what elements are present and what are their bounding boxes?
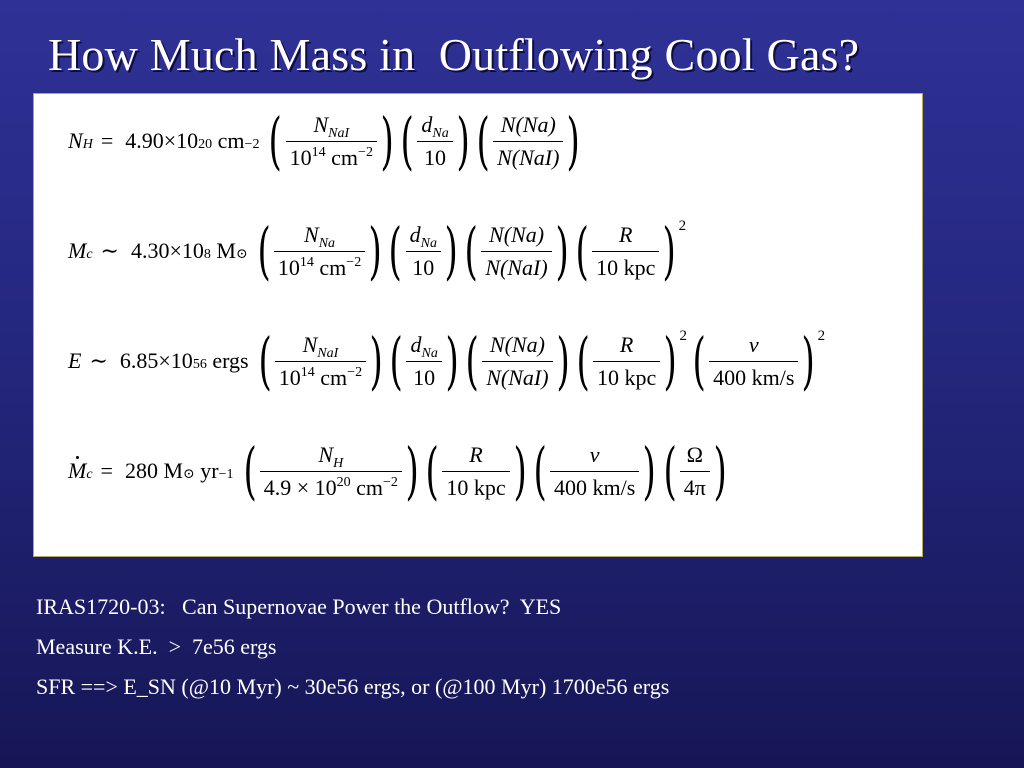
factor-radius: (R 10 kpc) (425, 434, 527, 507)
bullet-item: IRAS1720-03: Can Supernovae Power the Ou… (36, 594, 562, 619)
factor-depletion: (dNa 10) (400, 104, 470, 177)
factor-nai-column: (NNaI 1014 cm−2) (258, 324, 383, 397)
bullet-list: IRAS1720-03: Can Supernovae Power the Ou… (36, 592, 669, 712)
factor-velocity: (v 400 km/s) 2 (692, 324, 826, 397)
factor-na-column: (NNa 1014 cm−2) (257, 214, 382, 287)
equation-relation: ∼ (89, 348, 108, 373)
equation-constant: 4.30×10 8 M ⊙ (130, 238, 248, 263)
equation-relation: = (100, 128, 114, 153)
equation-relation: = (100, 458, 113, 483)
factor-radius: (R 10 kpc) 2 (576, 324, 687, 397)
slide-title: How Much Mass in Outflowing Cool Gas? (48, 29, 860, 80)
equation-lhs: E (68, 348, 82, 373)
equation-relation: ∼ (100, 238, 119, 263)
factor-depletion: (dNa 10) (389, 324, 459, 397)
factor-ionization: (N(Na) N(NaI)) (465, 324, 570, 397)
factor-ionization: (N(Na) N(NaI)) (476, 104, 581, 177)
bullet-item: SFR ==> E_SN (@10 Myr) ~ 30e56 ergs, or … (36, 674, 670, 699)
factor-solid-angle: (Ω 4π) (662, 434, 727, 507)
factor-radius: (R 10 kpc) 2 (575, 214, 687, 287)
equation-constant: 4.90×10 20 cm −2 (125, 128, 260, 153)
factor-nai-column: (NNaI 1014 cm−2) (268, 104, 394, 177)
equation-energy: E ∼ 6.85×10 56 ergs (NNaI 1014 cm−2) (dNa 1… (68, 326, 825, 396)
factor-depletion: (dNa 10) (388, 214, 458, 287)
equation-constant: 6.85×10 56 ergs (119, 348, 249, 373)
factor-h-column: (NH 4.9 × 1020 cm−2) (242, 434, 419, 507)
equation-constant: 280 M ⊙ yr −1 (124, 458, 234, 483)
factor-ionization: (N(Na) N(NaI)) (464, 214, 569, 287)
factor-velocity: (v 400 km/s) (533, 434, 657, 507)
bullet-item: Measure K.E. > 7e56 ergs (36, 634, 277, 659)
